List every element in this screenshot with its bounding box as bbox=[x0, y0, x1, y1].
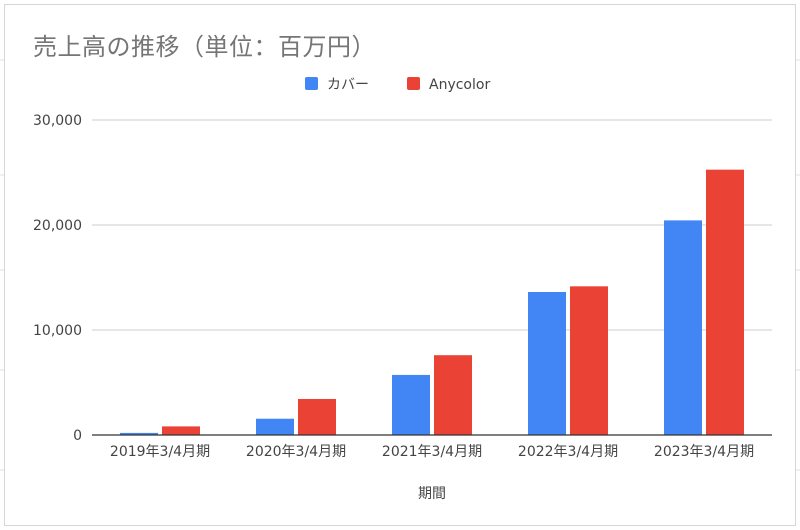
bar-anycolor-0 bbox=[162, 426, 200, 435]
bar-anycolor-2 bbox=[434, 355, 472, 435]
x-tick-label: 2021年3/4月期 bbox=[382, 444, 482, 460]
bar-cover-4 bbox=[664, 220, 702, 435]
y-tick-label: 10,000 bbox=[33, 323, 82, 339]
y-tick-label: 20,000 bbox=[33, 218, 82, 234]
y-tick-label: 30,000 bbox=[33, 113, 82, 129]
bar-chart: 0 10,000 20,000 30,000 2019年3/4月期 2020年3/4月期 2… bbox=[33, 77, 772, 502]
bar-anycolor-3 bbox=[570, 286, 608, 435]
x-tick-label: 2023年3/4月期 bbox=[654, 444, 754, 460]
x-axis-title: 期間 bbox=[418, 486, 446, 502]
chart-container[interactable]: 売上高の推移（単位：百万円） 0 10,000 20,000 30,000 2019年3… bbox=[4, 4, 796, 526]
legend-label-anycolor: Anycolor bbox=[429, 77, 490, 93]
y-tick-label: 0 bbox=[73, 428, 82, 444]
bar-cover-3 bbox=[528, 291, 566, 435]
legend-swatch-cover bbox=[305, 77, 318, 90]
x-tick-label: 2020年3/4月期 bbox=[246, 444, 346, 460]
x-tick-label: 2019年3/4月期 bbox=[110, 444, 210, 460]
bar-anycolor-4 bbox=[706, 169, 744, 436]
chart-title: 売上高の推移（単位：百万円） bbox=[33, 33, 376, 61]
x-tick-label: 2022年3/4月期 bbox=[518, 444, 618, 460]
legend-label-cover: カバー bbox=[327, 77, 369, 93]
bar-cover-2 bbox=[392, 374, 430, 435]
bar-anycolor-1 bbox=[298, 398, 336, 435]
bar-cover-0 bbox=[120, 432, 158, 435]
legend-swatch-anycolor bbox=[407, 77, 420, 90]
bar-cover-1 bbox=[256, 418, 294, 435]
